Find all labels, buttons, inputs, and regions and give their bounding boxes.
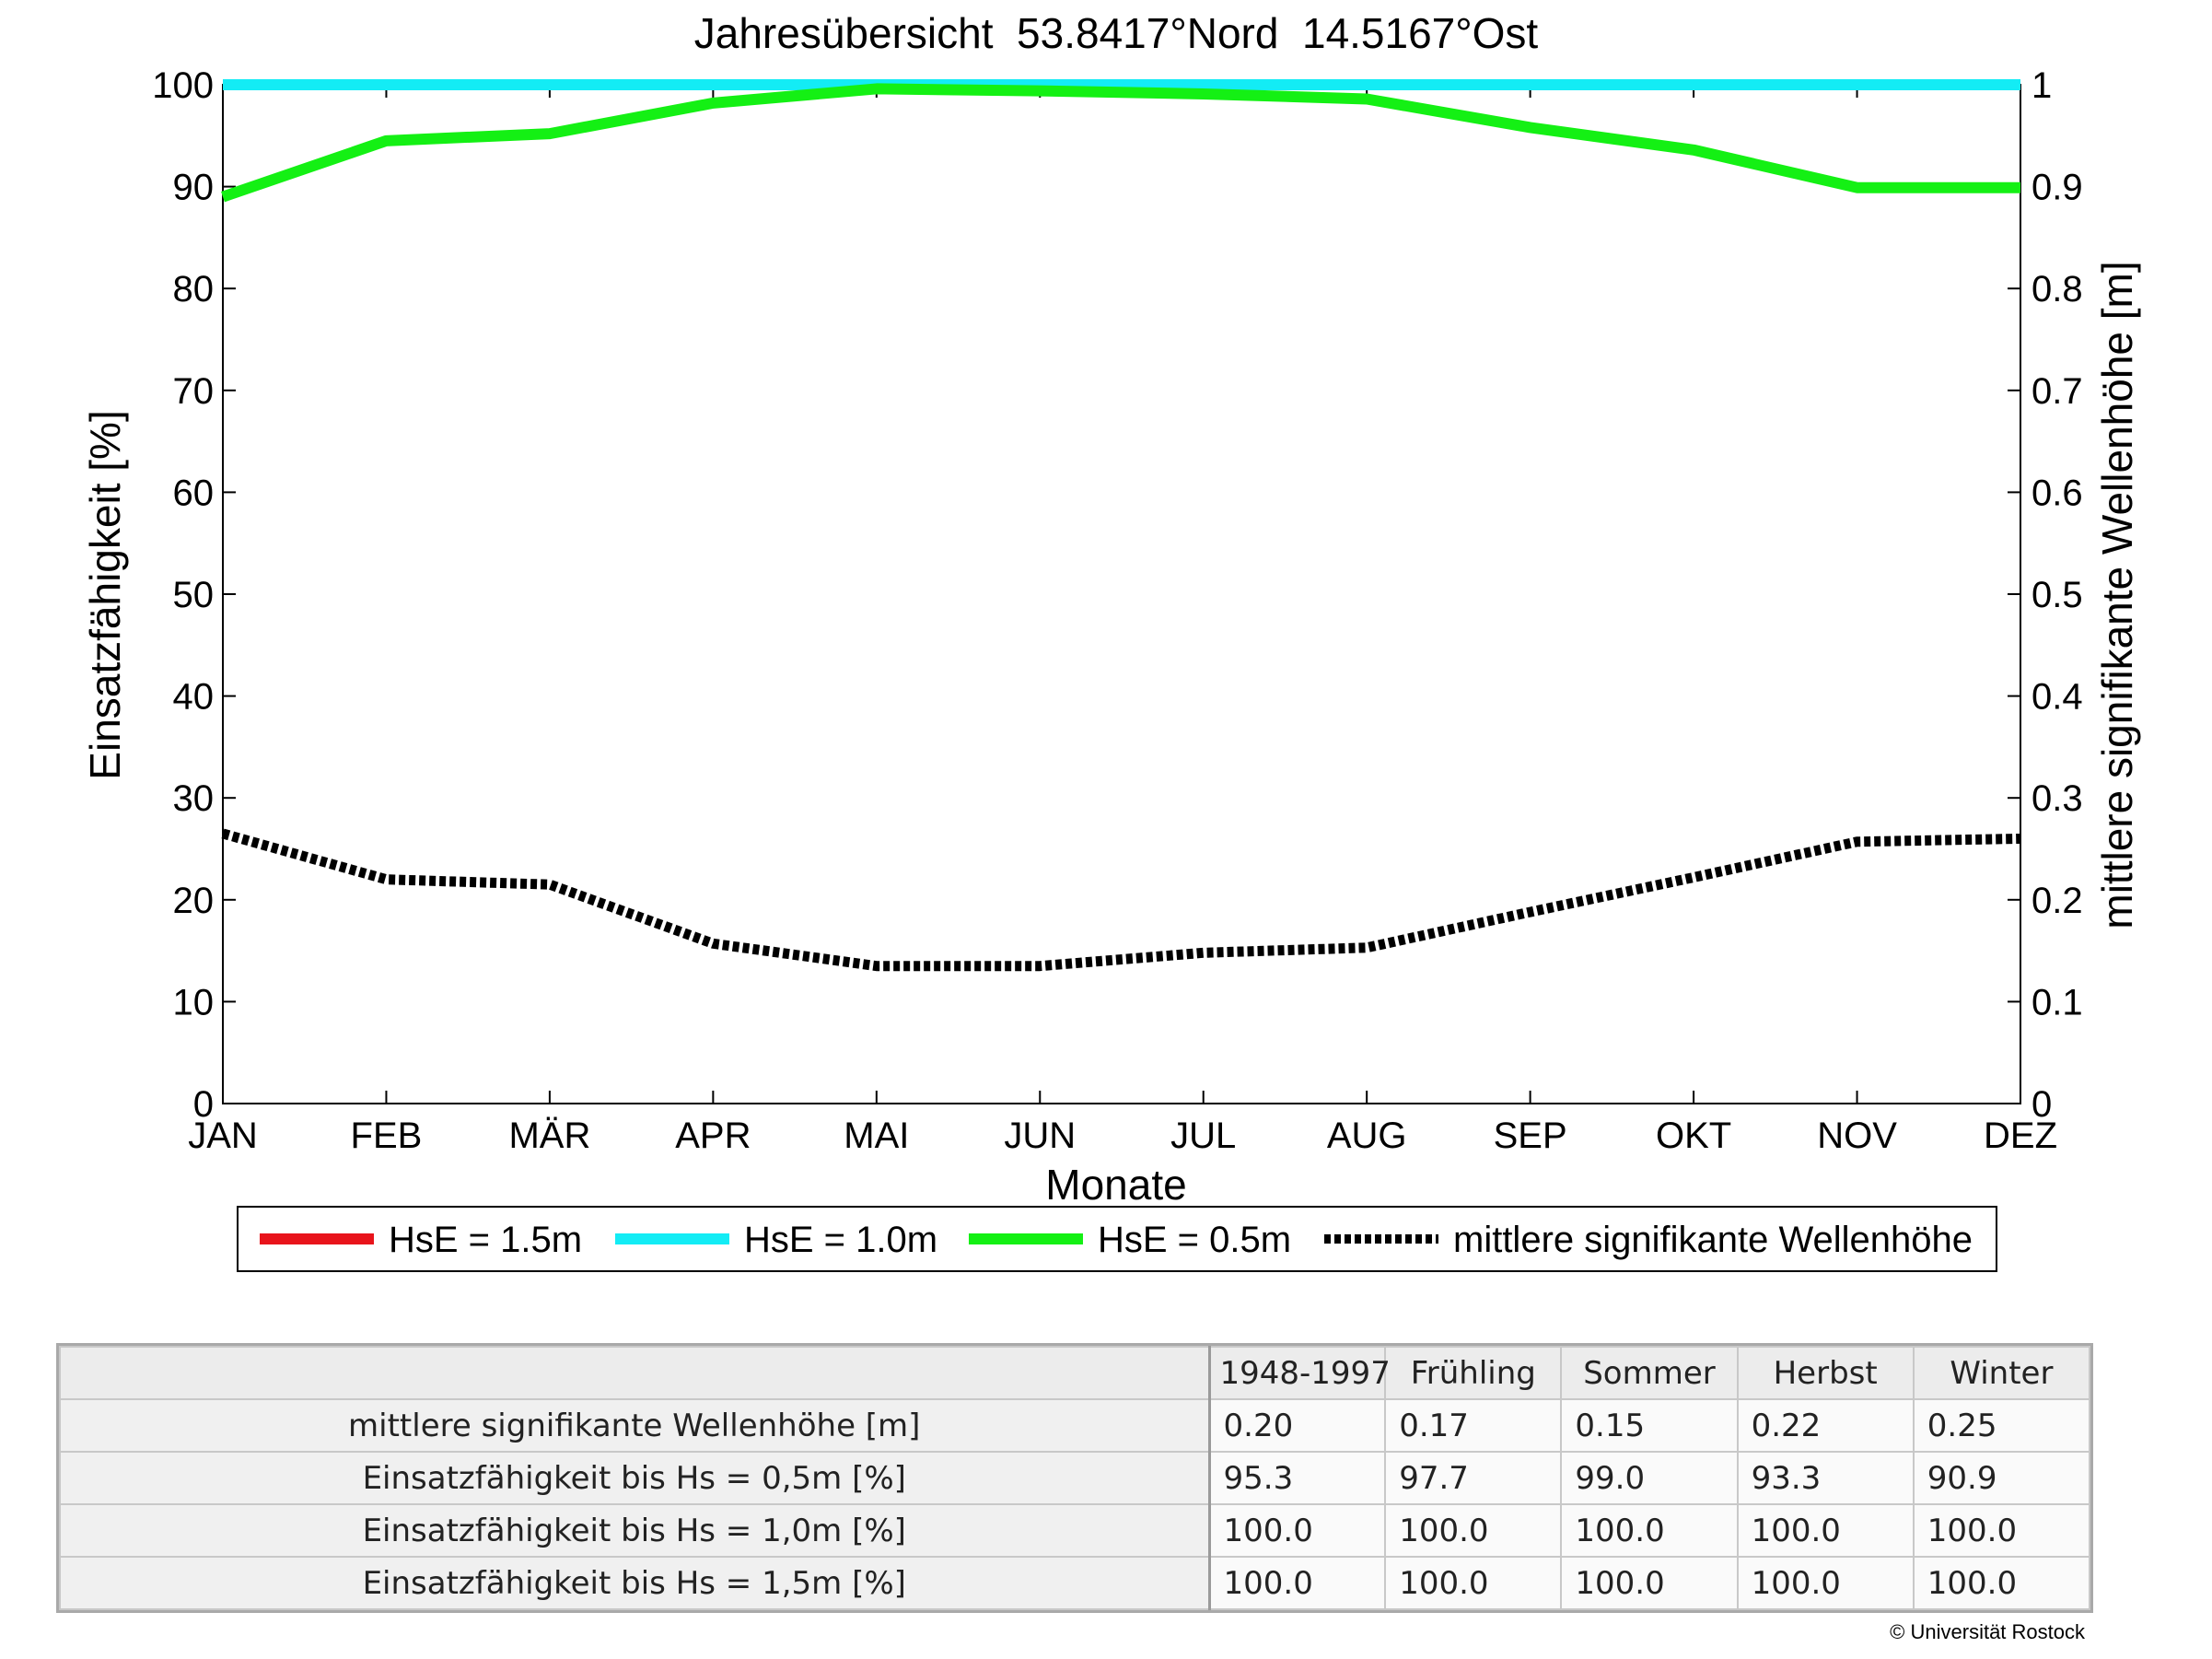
x-tick-label: DEZ (1984, 1116, 2057, 1156)
table-row: Einsatzfähigkeit bis Hs = 1,5m [%] 100.0… (59, 1556, 2091, 1610)
table-cell: 0.25 (1912, 1398, 2091, 1453)
chart: Jahresübersicht 53.8417°Nord 14.5167°Ost… (81, 9, 2141, 1272)
y-axis-label: Einsatzfähigkeit [%] (81, 410, 129, 779)
y-tick-label: 90 (173, 168, 215, 208)
legend-label: HsE = 1.5m (389, 1220, 582, 1260)
table-header-row: 1948-1997 Frühling Sommer Herbst Winter (59, 1346, 2091, 1400)
table-row: Einsatzfähigkeit bis Hs = 1,0m [%] 100.0… (59, 1503, 2091, 1558)
y2-tick-label: 0.3 (2032, 778, 2083, 819)
y2-tick-label: 0.8 (2032, 269, 2083, 310)
table-cell: 100.0 (1736, 1556, 1915, 1610)
table-cell: 97.7 (1384, 1451, 1563, 1505)
x-tick-label: JUL (1170, 1116, 1236, 1156)
table-cell: 100.0 (1912, 1503, 2091, 1558)
x-axis-label: Monate (1045, 1161, 1186, 1209)
y-tick-label: 40 (173, 677, 215, 718)
y2-axis-label: mittlere signifikante Wellenhöhe [m] (2093, 261, 2141, 929)
y-tick-label: 50 (173, 575, 215, 615)
y2-tick-label: 1 (2032, 65, 2052, 106)
row-header: Einsatzfähigkeit bis Hs = 1,0m [%] (59, 1503, 1211, 1558)
plot-area: JAN FEB MÄR APR MAI JUN JUL AUG SEP OKT NOV DEZ0102… (152, 65, 2082, 1156)
table-cell: 0.20 (1207, 1398, 1387, 1453)
y2-tick-label: 0.7 (2032, 371, 2083, 412)
table-cell: 0.15 (1560, 1398, 1739, 1453)
table-cell: 99.0 (1560, 1451, 1739, 1505)
table-cell: 95.3 (1207, 1451, 1387, 1505)
table-cell: 100.0 (1207, 1503, 1387, 1558)
table-cell: 100.0 (1384, 1556, 1563, 1610)
y2-tick-label: 0.5 (2032, 575, 2083, 615)
table-cell: 0.17 (1384, 1398, 1563, 1453)
copyright-notice: © Universität Rostock (1890, 1620, 2085, 1643)
y-tick-label: 100 (152, 65, 214, 106)
table-corner-cell (59, 1346, 1211, 1400)
table-row: Einsatzfähigkeit bis Hs = 0,5m [%] 95.3 … (59, 1451, 2091, 1505)
x-tick-label: MAI (844, 1116, 909, 1156)
x-tick-label: FEB (351, 1116, 423, 1156)
table-cell: 100.0 (1560, 1556, 1739, 1610)
table-row: mittlere signifikante Wellenhöhe [m] 0.2… (59, 1398, 2091, 1453)
summary-table: 1948-1997 Frühling Sommer Herbst Winter … (56, 1343, 2093, 1613)
y2-tick-label: 0.4 (2032, 677, 2083, 718)
y2-tick-label: 0.9 (2032, 168, 2083, 208)
row-header: mittlere signifikante Wellenhöhe [m] (59, 1398, 1211, 1453)
y2-tick-label: 0.1 (2032, 982, 2083, 1022)
series-line-mittlere-signifikante-wellenh-he (221, 828, 2021, 972)
x-tick-label: SEP (1494, 1116, 1567, 1156)
x-tick-label: APR (675, 1116, 751, 1156)
column-header: 1948-1997 (1207, 1346, 1391, 1400)
column-header: Frühling (1384, 1346, 1563, 1400)
column-header: Winter (1912, 1346, 2091, 1400)
y-tick-label: 0 (193, 1084, 214, 1125)
y2-tick-label: 0.6 (2032, 473, 2083, 513)
y-tick-label: 60 (173, 473, 215, 513)
y-tick-label: 10 (173, 982, 215, 1022)
x-tick-label: NOV (1817, 1116, 1897, 1156)
legend-label: HsE = 0.5m (1098, 1220, 1291, 1260)
y2-tick-label: 0 (2032, 1084, 2052, 1125)
y-tick-label: 70 (173, 371, 215, 412)
chart-title: Jahresübersicht 53.8417°Nord 14.5167°Ost (694, 9, 1539, 57)
x-tick-label: OKT (1656, 1116, 1731, 1156)
table-cell: 100.0 (1384, 1503, 1563, 1558)
x-tick-label: JUN (1004, 1116, 1076, 1156)
table-cell: 93.3 (1736, 1451, 1915, 1505)
legend-label: mittlere signifikante Wellenhöhe (1453, 1220, 1973, 1260)
row-header: Einsatzfähigkeit bis Hs = 0,5m [%] (59, 1451, 1211, 1505)
y-tick-label: 20 (173, 881, 215, 921)
y-tick-label: 30 (173, 778, 215, 819)
x-tick-label: JAN (188, 1116, 258, 1156)
y-tick-label: 80 (173, 269, 215, 310)
table-cell: 0.22 (1736, 1398, 1915, 1453)
column-header: Sommer (1560, 1346, 1739, 1400)
legend-label: HsE = 1.0m (744, 1220, 937, 1260)
table-cell: 100.0 (1207, 1556, 1387, 1610)
column-header: Herbst (1736, 1346, 1915, 1400)
series-line-hse-0-5m (221, 83, 2020, 203)
table-cell: 100.0 (1736, 1503, 1915, 1558)
legend: HsE = 1.5m HsE = 1.0m HsE = 0.5m mittlere s… (237, 1206, 1997, 1272)
table-cell: 90.9 (1912, 1451, 2091, 1505)
table-cell: 100.0 (1912, 1556, 2091, 1610)
row-header: Einsatzfähigkeit bis Hs = 1,5m [%] (59, 1556, 1211, 1610)
legend-box (237, 1206, 1997, 1272)
y2-tick-label: 0.2 (2032, 881, 2083, 921)
x-tick-label: AUG (1327, 1116, 1407, 1156)
x-tick-label: MÄR (508, 1116, 590, 1156)
plot-frame (222, 84, 2021, 1104)
table-cell: 100.0 (1560, 1503, 1739, 1558)
